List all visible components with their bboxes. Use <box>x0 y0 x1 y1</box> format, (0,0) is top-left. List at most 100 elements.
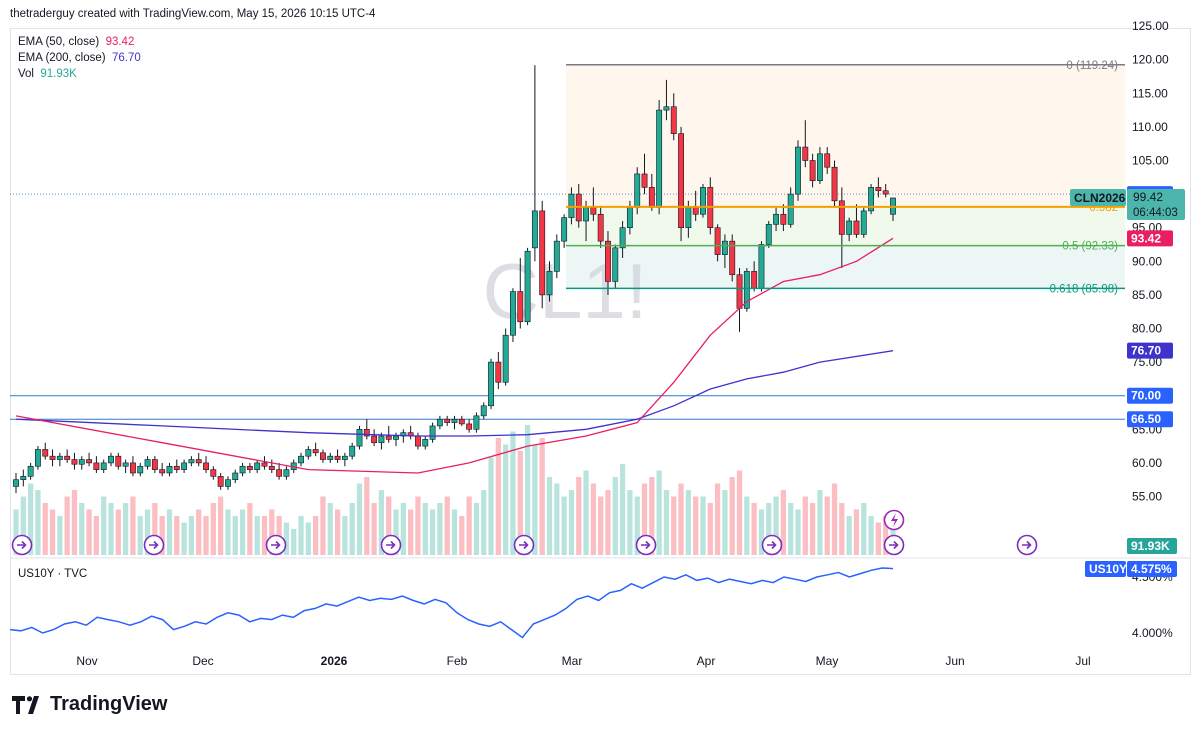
candle[interactable] <box>524 247 531 326</box>
candle[interactable] <box>510 288 516 342</box>
candle[interactable] <box>312 442 319 457</box>
candle[interactable] <box>349 442 356 460</box>
candle[interactable] <box>100 459 107 473</box>
event-marker-icon[interactable] <box>883 534 905 556</box>
candle[interactable] <box>831 160 838 208</box>
level-66-badge[interactable]: 66.50 <box>1127 411 1173 428</box>
candle[interactable] <box>225 476 231 490</box>
candle[interactable] <box>144 456 151 470</box>
candle[interactable] <box>678 126 684 242</box>
candle[interactable] <box>166 462 173 477</box>
candle[interactable] <box>436 415 443 430</box>
candle[interactable] <box>151 456 158 473</box>
candle[interactable] <box>283 466 290 480</box>
candle[interactable] <box>868 184 875 215</box>
candle[interactable] <box>480 402 487 420</box>
event-marker-icon[interactable] <box>11 534 33 556</box>
event-marker-icon[interactable] <box>265 534 287 556</box>
candle[interactable] <box>780 204 787 232</box>
candle[interactable] <box>729 234 736 282</box>
us10y-symbol-badge[interactable]: US10Y <box>1085 561 1127 577</box>
candle[interactable] <box>714 224 721 262</box>
candle[interactable] <box>64 449 71 463</box>
candle[interactable] <box>721 234 728 269</box>
candle[interactable] <box>795 140 801 201</box>
candle[interactable] <box>108 452 114 467</box>
candle[interactable] <box>415 432 421 450</box>
candle[interactable] <box>246 462 253 473</box>
candle[interactable] <box>700 184 706 218</box>
candle[interactable] <box>159 462 166 477</box>
candle[interactable] <box>816 147 823 185</box>
event-marker-icon[interactable] <box>143 534 165 556</box>
candle[interactable] <box>49 449 56 467</box>
candle[interactable] <box>758 241 765 292</box>
candle[interactable] <box>239 462 246 477</box>
candle[interactable] <box>568 187 575 225</box>
level-70-badge[interactable]: 70.00 <box>1127 387 1173 404</box>
candle[interactable] <box>451 415 458 430</box>
candle[interactable] <box>773 207 779 232</box>
last-price-badge[interactable]: 99.42 06:44:03 <box>1127 188 1185 220</box>
candle[interactable] <box>327 452 334 463</box>
candle[interactable] <box>371 429 378 447</box>
candle[interactable] <box>539 200 546 309</box>
candle[interactable] <box>254 459 261 473</box>
candle[interactable] <box>93 456 100 473</box>
candle[interactable] <box>217 472 224 490</box>
candle[interactable] <box>612 244 619 289</box>
lightning-event-icon[interactable] <box>883 509 905 531</box>
candle[interactable] <box>553 234 560 279</box>
candle[interactable] <box>71 452 78 470</box>
candle[interactable] <box>846 217 853 242</box>
candle[interactable] <box>188 456 195 467</box>
candle[interactable] <box>670 93 677 141</box>
candle[interactable] <box>137 462 144 477</box>
legend-volume[interactable]: Vol 91.93K <box>18 66 141 82</box>
candle[interactable] <box>444 415 451 426</box>
candle[interactable] <box>824 147 831 174</box>
candle[interactable] <box>341 452 348 467</box>
candle[interactable] <box>546 261 553 302</box>
event-marker-icon[interactable] <box>761 534 783 556</box>
candle[interactable] <box>276 462 283 480</box>
candle[interactable] <box>422 436 429 450</box>
candle[interactable] <box>42 442 49 460</box>
candle[interactable] <box>597 207 604 248</box>
candle[interactable] <box>809 153 816 188</box>
candle[interactable] <box>86 452 93 467</box>
candle[interactable] <box>407 425 414 440</box>
candle[interactable] <box>130 456 136 477</box>
candle[interactable] <box>466 419 473 433</box>
candle[interactable] <box>385 425 392 443</box>
volume-badge[interactable]: 91.93K <box>1127 538 1177 554</box>
candle[interactable] <box>495 352 502 389</box>
candle[interactable] <box>502 328 509 386</box>
event-marker-icon[interactable] <box>1016 534 1038 556</box>
event-marker-icon[interactable] <box>635 534 657 556</box>
candle[interactable] <box>181 459 188 473</box>
event-marker-icon[interactable] <box>380 534 402 556</box>
candle[interactable] <box>203 456 209 473</box>
candle[interactable] <box>429 422 436 443</box>
legend-ema200[interactable]: EMA (200, close) 76.70 <box>18 50 141 66</box>
candle[interactable] <box>363 419 370 440</box>
candle[interactable] <box>561 214 568 248</box>
candle[interactable] <box>232 469 239 484</box>
candle[interactable] <box>78 456 85 470</box>
candle[interactable] <box>531 65 538 262</box>
candle[interactable] <box>298 452 304 467</box>
candle[interactable] <box>641 153 648 195</box>
candle[interactable] <box>320 449 326 463</box>
candle[interactable] <box>56 452 63 467</box>
candle[interactable] <box>860 207 867 238</box>
candle[interactable] <box>13 472 19 494</box>
candle[interactable] <box>356 425 363 450</box>
candle[interactable] <box>663 79 670 121</box>
candle[interactable] <box>210 466 217 480</box>
us10y-value-badge[interactable]: 4.575% <box>1127 561 1177 577</box>
candle[interactable] <box>605 231 611 295</box>
candle[interactable] <box>261 456 268 470</box>
ema200-badge[interactable]: 76.70 <box>1127 342 1173 359</box>
candle[interactable] <box>838 187 845 269</box>
